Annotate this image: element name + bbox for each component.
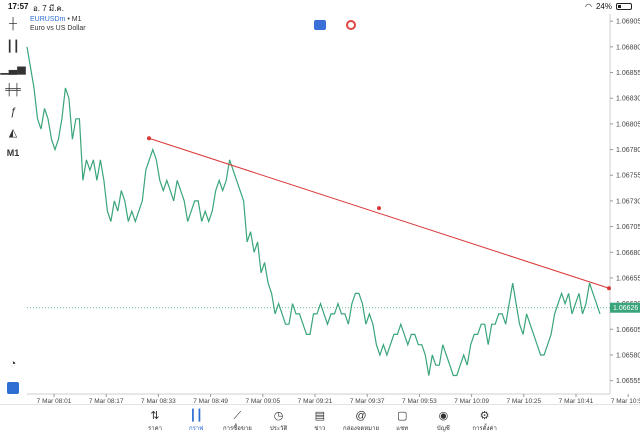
nav-item-account[interactable]: ◉ บัญชี — [423, 409, 463, 433]
indicators-icon[interactable]: ╪╪ — [5, 84, 21, 96]
time-label: 7 Mar 09:37 — [350, 398, 385, 404]
price-label: 1.06805 — [616, 121, 640, 128]
current-price-tag — [610, 302, 640, 313]
time-label: 7 Mar 09:21 — [298, 398, 333, 404]
history-icon: ◷ — [273, 410, 284, 422]
chart-icon: ┃┃ — [189, 410, 203, 422]
nav-item-history[interactable]: ◷ ประวัติ — [259, 409, 299, 433]
nav-label: ประวัติ — [269, 426, 288, 432]
top-icons — [314, 20, 356, 30]
nav-label: บัญชี — [436, 426, 450, 432]
timeframe-button[interactable]: M1 — [6, 148, 20, 158]
price-label: 1.06780 — [616, 147, 640, 154]
news-icon: ▤ — [314, 410, 325, 422]
nav-label: ราคา — [148, 426, 162, 432]
battery-level — [618, 5, 622, 8]
trade-chart-icon[interactable]: ◔ — [9, 358, 17, 370]
time-label: 7 Mar 08:49 — [193, 398, 228, 404]
signal-icon[interactable] — [346, 20, 356, 30]
nav-label: แชท — [396, 426, 409, 432]
time-label: 7 Mar 08:33 — [141, 398, 176, 404]
status-bar: 17:57 อ. 7 มี.ค. ◠ 24% — [0, 0, 640, 14]
price-label: 1.06905 — [616, 19, 640, 26]
function-icon[interactable]: ƒ — [9, 106, 17, 118]
bar-chart-icon[interactable]: ▁▃▅ — [0, 62, 26, 75]
price-label: 1.06730 — [616, 198, 640, 205]
nav-item-chat[interactable]: ▢ แชท — [382, 409, 422, 433]
time-label: 7 Mar 10:09 — [454, 398, 489, 404]
price-label: 1.06855 — [616, 70, 640, 77]
price-label: 1.06680 — [616, 250, 640, 257]
mt5-logo-icon[interactable] — [4, 380, 22, 396]
account-icon: ◉ — [438, 410, 449, 422]
nav-item-settings[interactable]: ⚙ การตั้งค่า — [465, 409, 505, 433]
nav-label: กล่องจดหมาย — [342, 426, 380, 432]
account-badge-icon[interactable] — [314, 20, 326, 30]
price-label: 1.06655 — [616, 275, 640, 282]
status-time: 17:57 — [8, 2, 29, 11]
price-label: 1.06880 — [616, 44, 640, 51]
symbol-title[interactable]: EURUSDm • M1 Euro vs US Dollar — [30, 15, 86, 33]
left-toolbar: ┼ ┃┃ ▁▃▅ ╪╪ ƒ ◭ M1 ◔ — [0, 14, 26, 394]
time-label: 7 Mar 09:53 — [402, 398, 437, 404]
time-label: 7 Mar 08:17 — [89, 398, 124, 404]
symbol-description: Euro vs US Dollar — [30, 25, 86, 32]
nav-item-quotes[interactable]: ⇅ ราคา — [135, 409, 175, 433]
trendline-handle — [607, 286, 611, 291]
quotes-icon: ⇅ — [150, 410, 160, 422]
nav-item-news[interactable]: ▤ ข่าว — [300, 409, 340, 433]
price-label: 1.06580 — [616, 352, 640, 359]
settings-icon: ⚙ — [479, 410, 490, 422]
symbol-timeframe: M1 — [71, 16, 82, 23]
crosshair-icon[interactable]: ┼ — [9, 18, 17, 30]
chat-icon: ▢ — [396, 410, 408, 422]
battery-icon — [616, 3, 632, 10]
current-price-label: 1.06626 — [613, 305, 638, 312]
price-series-line — [26, 46, 601, 377]
trendline-handle — [377, 206, 381, 211]
time-label: 7 Mar 08:01 — [37, 398, 72, 404]
nav-label: การซื้อขาย — [222, 426, 252, 432]
mailbox-icon: @ — [355, 410, 367, 422]
price-chart[interactable]: 1.06905 1.06880 1.06855 1.06830 1.06805 1.067… — [0, 0, 640, 404]
objects-icon[interactable]: ◭ — [8, 126, 18, 139]
price-label: 1.06830 — [616, 96, 640, 103]
nav-label: ข่าว — [314, 426, 326, 432]
price-label: 1.06705 — [616, 224, 640, 231]
battery-percent: 24% — [595, 2, 612, 11]
price-label: 1.06605 — [616, 327, 640, 334]
symbol-name: EURUSDm — [30, 16, 66, 23]
wifi-icon: ◠ — [585, 2, 592, 11]
status-date: อ. 7 มี.ค. — [33, 4, 64, 13]
nav-label: กราฟ — [188, 426, 204, 432]
price-label: 1.06755 — [616, 173, 640, 180]
bottom-nav: ⇅ ราคา ┃┃ กราฟ ⟋ การซื้อขาย ◷ ประวัติ ▤ ข่าว @ กล่อ… — [0, 404, 640, 447]
trendline-handle — [147, 136, 151, 141]
nav-label: การตั้งค่า — [472, 426, 497, 432]
nav-item-trade[interactable]: ⟋ การซื้อขาย — [217, 409, 257, 433]
nav-item-chart[interactable]: ┃┃ กราฟ — [176, 409, 216, 433]
price-label: 1.06555 — [616, 378, 640, 385]
time-label: 7 Mar 10:57 — [611, 398, 640, 404]
candlestick-icon[interactable]: ┃┃ — [6, 40, 20, 53]
status-right: ◠ 24% — [585, 2, 632, 11]
time-label: 7 Mar 10:25 — [506, 398, 541, 404]
nav-item-mailbox[interactable]: @ กล่องจดหมาย — [341, 409, 381, 433]
time-label: 7 Mar 10:41 — [559, 398, 594, 404]
trendline — [148, 137, 610, 289]
symbol-separator: • — [67, 16, 70, 23]
time-label: 7 Mar 09:05 — [245, 398, 280, 404]
trade-icon: ⟋ — [233, 410, 242, 422]
